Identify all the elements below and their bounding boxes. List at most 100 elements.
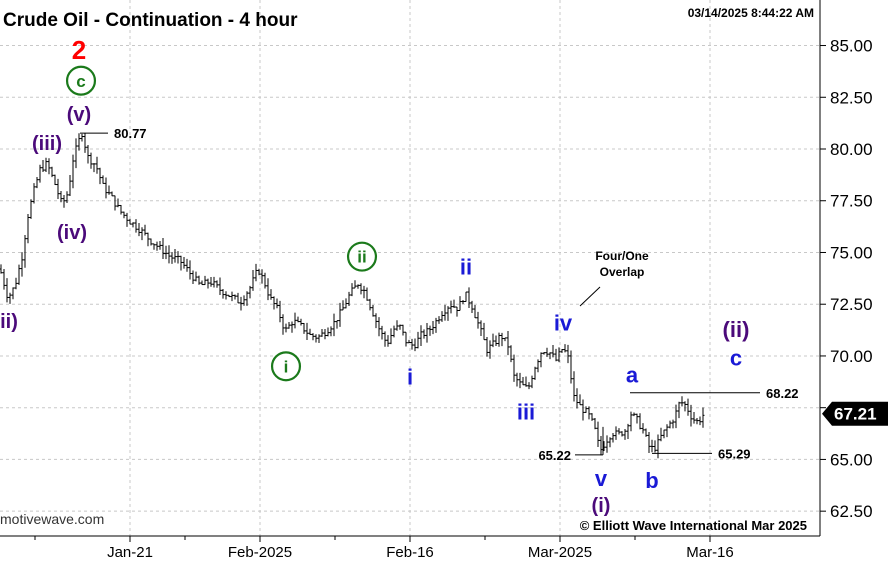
price-bar (206, 278, 210, 289)
price-bar (422, 329, 426, 339)
price-bar (395, 320, 399, 331)
price-bar (626, 423, 630, 440)
price-bar (656, 434, 660, 459)
price-bar (59, 191, 63, 203)
price-bar (551, 345, 555, 358)
price-bar (239, 296, 243, 311)
price-bar (182, 257, 186, 269)
price-bar (404, 331, 408, 347)
price-bar (266, 278, 270, 301)
price-bar (329, 326, 333, 337)
price-bar (77, 133, 81, 151)
price-bar (566, 344, 570, 364)
price-bar (332, 313, 336, 337)
price-bar (128, 218, 132, 225)
price-bar (527, 382, 531, 390)
price-bar (158, 241, 162, 250)
price-bar (113, 195, 117, 211)
price-bar (692, 412, 696, 424)
price-bar (374, 313, 378, 329)
price-bar (470, 300, 474, 313)
price-bar (245, 291, 249, 306)
wave-label-text: ii (357, 248, 366, 267)
price-bar (314, 334, 318, 343)
price-bar (644, 428, 648, 437)
price-bar (188, 260, 192, 280)
price-bar (305, 322, 309, 341)
price-bar (176, 251, 180, 264)
price-bar (50, 166, 54, 178)
price-bar (473, 304, 477, 319)
wave-label-text: v (595, 466, 608, 491)
wave-label-circle (65, 65, 97, 96)
wave-label: (ii) (723, 317, 750, 342)
price-bar (110, 191, 114, 197)
price-bar (572, 371, 576, 402)
price-bar (617, 428, 621, 435)
callout-label: 68.22 (766, 386, 799, 401)
copyright-label: © Elliott Wave International Mar 2025 (580, 518, 807, 533)
overlap-pointer (579, 286, 601, 307)
price-bar (386, 335, 390, 347)
price-bar (86, 145, 90, 164)
price-bar (290, 321, 294, 333)
wave-label: ii (346, 241, 378, 272)
price-bar (2, 269, 6, 290)
wave-label: iv (554, 311, 573, 336)
price-bar (569, 350, 573, 384)
wave-label-text: (ii) (723, 317, 750, 342)
overlap-note-line-2: Overlap (600, 265, 645, 279)
price-bar (503, 337, 507, 342)
price-bar (461, 299, 465, 304)
overlap-note-line-1: Four/One (595, 249, 649, 263)
price-bar (221, 288, 225, 299)
price-bar (632, 412, 636, 417)
price-bar (485, 336, 489, 357)
price-bar (479, 320, 483, 337)
price-bar (578, 394, 582, 406)
price-bar (125, 212, 129, 227)
wave-label-text: iii (517, 400, 535, 425)
price-bar (230, 291, 234, 302)
price-bar (407, 339, 411, 344)
price-bar (512, 354, 516, 382)
price-bar (560, 349, 564, 353)
price-bar (131, 222, 135, 228)
price-bar (197, 275, 201, 285)
last-price-box (822, 401, 888, 426)
price-bar (224, 291, 228, 300)
price-bar (263, 272, 267, 289)
price-bar (344, 298, 348, 309)
price-bar (530, 375, 534, 389)
wave-label: (iii) (32, 133, 62, 155)
price-bar (509, 345, 513, 363)
price-bar (683, 401, 687, 412)
price-tick-label: 70.00 (830, 347, 873, 366)
price-bar (173, 249, 177, 263)
wave-label-text: i (284, 357, 289, 376)
price-bar (257, 268, 261, 276)
price-bar (347, 291, 351, 306)
price-bar (56, 178, 60, 200)
price-axis: 62.5065.0067.5070.0072.5075.0077.5080.00… (820, 37, 873, 521)
time-tick-label: Mar-16 (686, 544, 734, 561)
callout-group: 65.22 (538, 426, 604, 463)
price-bar (62, 194, 66, 208)
price-bar (134, 219, 138, 233)
price-bar (26, 214, 30, 244)
price-bar (449, 300, 453, 314)
price-bar (23, 234, 27, 268)
price-bar (302, 322, 306, 334)
price-bar (278, 300, 282, 323)
price-bar (146, 232, 150, 247)
price-tick-label: 65.00 (830, 450, 873, 469)
price-bar (35, 176, 39, 189)
wave-label-circle (270, 351, 302, 382)
price-bar (287, 321, 291, 329)
price-bar (170, 251, 174, 264)
callout-label: 65.29 (718, 446, 751, 461)
price-bar (32, 183, 36, 204)
price-bar (251, 270, 255, 291)
price-bar (689, 404, 693, 427)
price-bar (326, 327, 330, 337)
